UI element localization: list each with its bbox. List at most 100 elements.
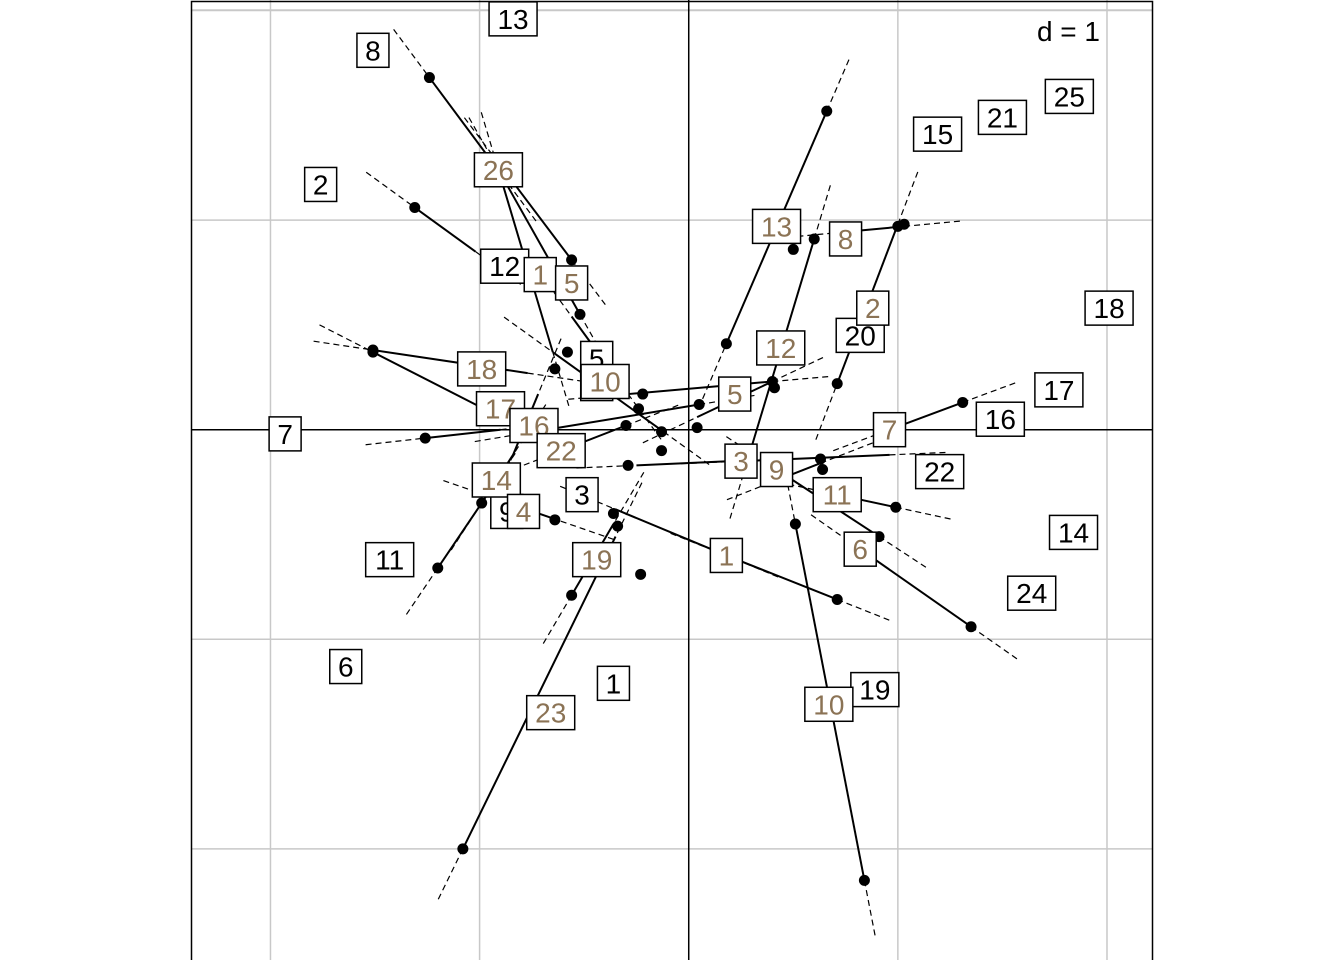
black-label: 25	[1044, 78, 1095, 115]
label-text: 13	[761, 211, 792, 242]
brown-label: 1	[709, 537, 744, 574]
data-point	[409, 202, 421, 214]
data-point	[620, 420, 632, 432]
brown-label: 19	[571, 541, 622, 578]
data-point	[693, 399, 705, 411]
segment-extension	[365, 437, 426, 446]
brown-label: 4	[506, 493, 541, 530]
label-text: 14	[481, 465, 512, 496]
brown-label: 5	[554, 265, 589, 301]
segment-extension	[642, 416, 698, 444]
label-box	[356, 32, 390, 69]
label-text: 24	[1016, 578, 1047, 609]
brown-label: 7	[872, 411, 907, 448]
label-box	[843, 531, 877, 567]
segment	[859, 548, 972, 628]
label-box	[828, 221, 863, 257]
black-label: 14	[1048, 514, 1099, 551]
label-box	[571, 541, 622, 578]
segment-extension	[904, 220, 964, 227]
brown-label: 13	[751, 208, 802, 245]
label-text: 10	[590, 366, 621, 397]
data-point	[637, 388, 649, 400]
black-label: 17	[1034, 372, 1084, 408]
data-point	[821, 105, 833, 117]
black-label: 11	[364, 541, 415, 578]
segment-extension	[527, 372, 588, 383]
label-text: 3	[574, 480, 590, 511]
label-box	[914, 453, 965, 490]
brown-label: 22	[536, 432, 586, 469]
label-text: 23	[535, 698, 566, 729]
label-text: 10	[813, 689, 844, 720]
data-point	[633, 403, 645, 415]
black-label: 2	[303, 166, 338, 203]
black-label: 13	[488, 1, 538, 37]
label-box	[303, 166, 338, 203]
label-text: 22	[546, 436, 577, 467]
label-text: 12	[765, 333, 796, 364]
label-text: 1	[719, 540, 735, 571]
segment	[425, 428, 501, 440]
black-label: 16	[975, 401, 1026, 437]
data-point	[566, 254, 578, 266]
label-text: 12	[489, 251, 520, 282]
data-point	[549, 514, 561, 526]
segment-extension	[895, 506, 955, 521]
label-text: 9	[769, 455, 785, 486]
data-point	[957, 396, 969, 408]
segment-extension	[625, 403, 683, 427]
label-text: 16	[985, 404, 1016, 435]
data-point	[457, 843, 469, 855]
data-point	[419, 432, 431, 444]
black-label: 8	[356, 32, 390, 69]
data-point	[432, 562, 444, 574]
label-text: 25	[1054, 81, 1085, 112]
label-box	[1006, 575, 1057, 611]
label-box	[268, 416, 302, 452]
label-box	[1084, 290, 1134, 326]
label-text: 7	[882, 415, 898, 446]
label-text: 15	[922, 119, 953, 150]
label-box	[329, 648, 363, 685]
segment	[615, 508, 727, 557]
segment-extension	[556, 519, 614, 540]
data-point	[656, 426, 668, 438]
label-box	[479, 248, 530, 284]
brown-label: 1	[523, 256, 557, 293]
label-box	[596, 665, 631, 702]
data-point	[367, 346, 379, 358]
label-box	[1044, 78, 1095, 115]
data-point	[789, 518, 801, 530]
data-point	[423, 72, 435, 84]
brown-label: 14	[471, 462, 522, 498]
scale-label: d = 1	[1037, 16, 1100, 47]
black-label: 12	[479, 248, 530, 284]
brown-label: 11	[812, 476, 862, 513]
black-label: 6	[329, 648, 363, 685]
label-text: 13	[497, 4, 528, 35]
label-box	[912, 116, 963, 152]
data-point	[612, 520, 624, 532]
segment-extension	[878, 536, 930, 570]
data-point	[574, 308, 586, 320]
segment-extension	[319, 324, 374, 353]
segment-extension	[702, 343, 727, 400]
label-box	[755, 330, 806, 366]
label-text: 22	[924, 457, 955, 488]
data-point	[831, 378, 843, 390]
data-point	[831, 593, 843, 605]
label-box	[488, 1, 538, 37]
label-box	[751, 208, 802, 245]
segment-extension	[729, 460, 748, 519]
segment-extension	[962, 380, 1020, 404]
segment	[461, 536, 617, 850]
data-point	[566, 589, 578, 601]
segment-extension	[537, 338, 562, 395]
data-point	[635, 568, 647, 580]
label-box	[471, 462, 522, 498]
label-text: 1	[606, 668, 622, 699]
brown-label: 12	[755, 330, 806, 366]
label-box	[759, 451, 794, 488]
